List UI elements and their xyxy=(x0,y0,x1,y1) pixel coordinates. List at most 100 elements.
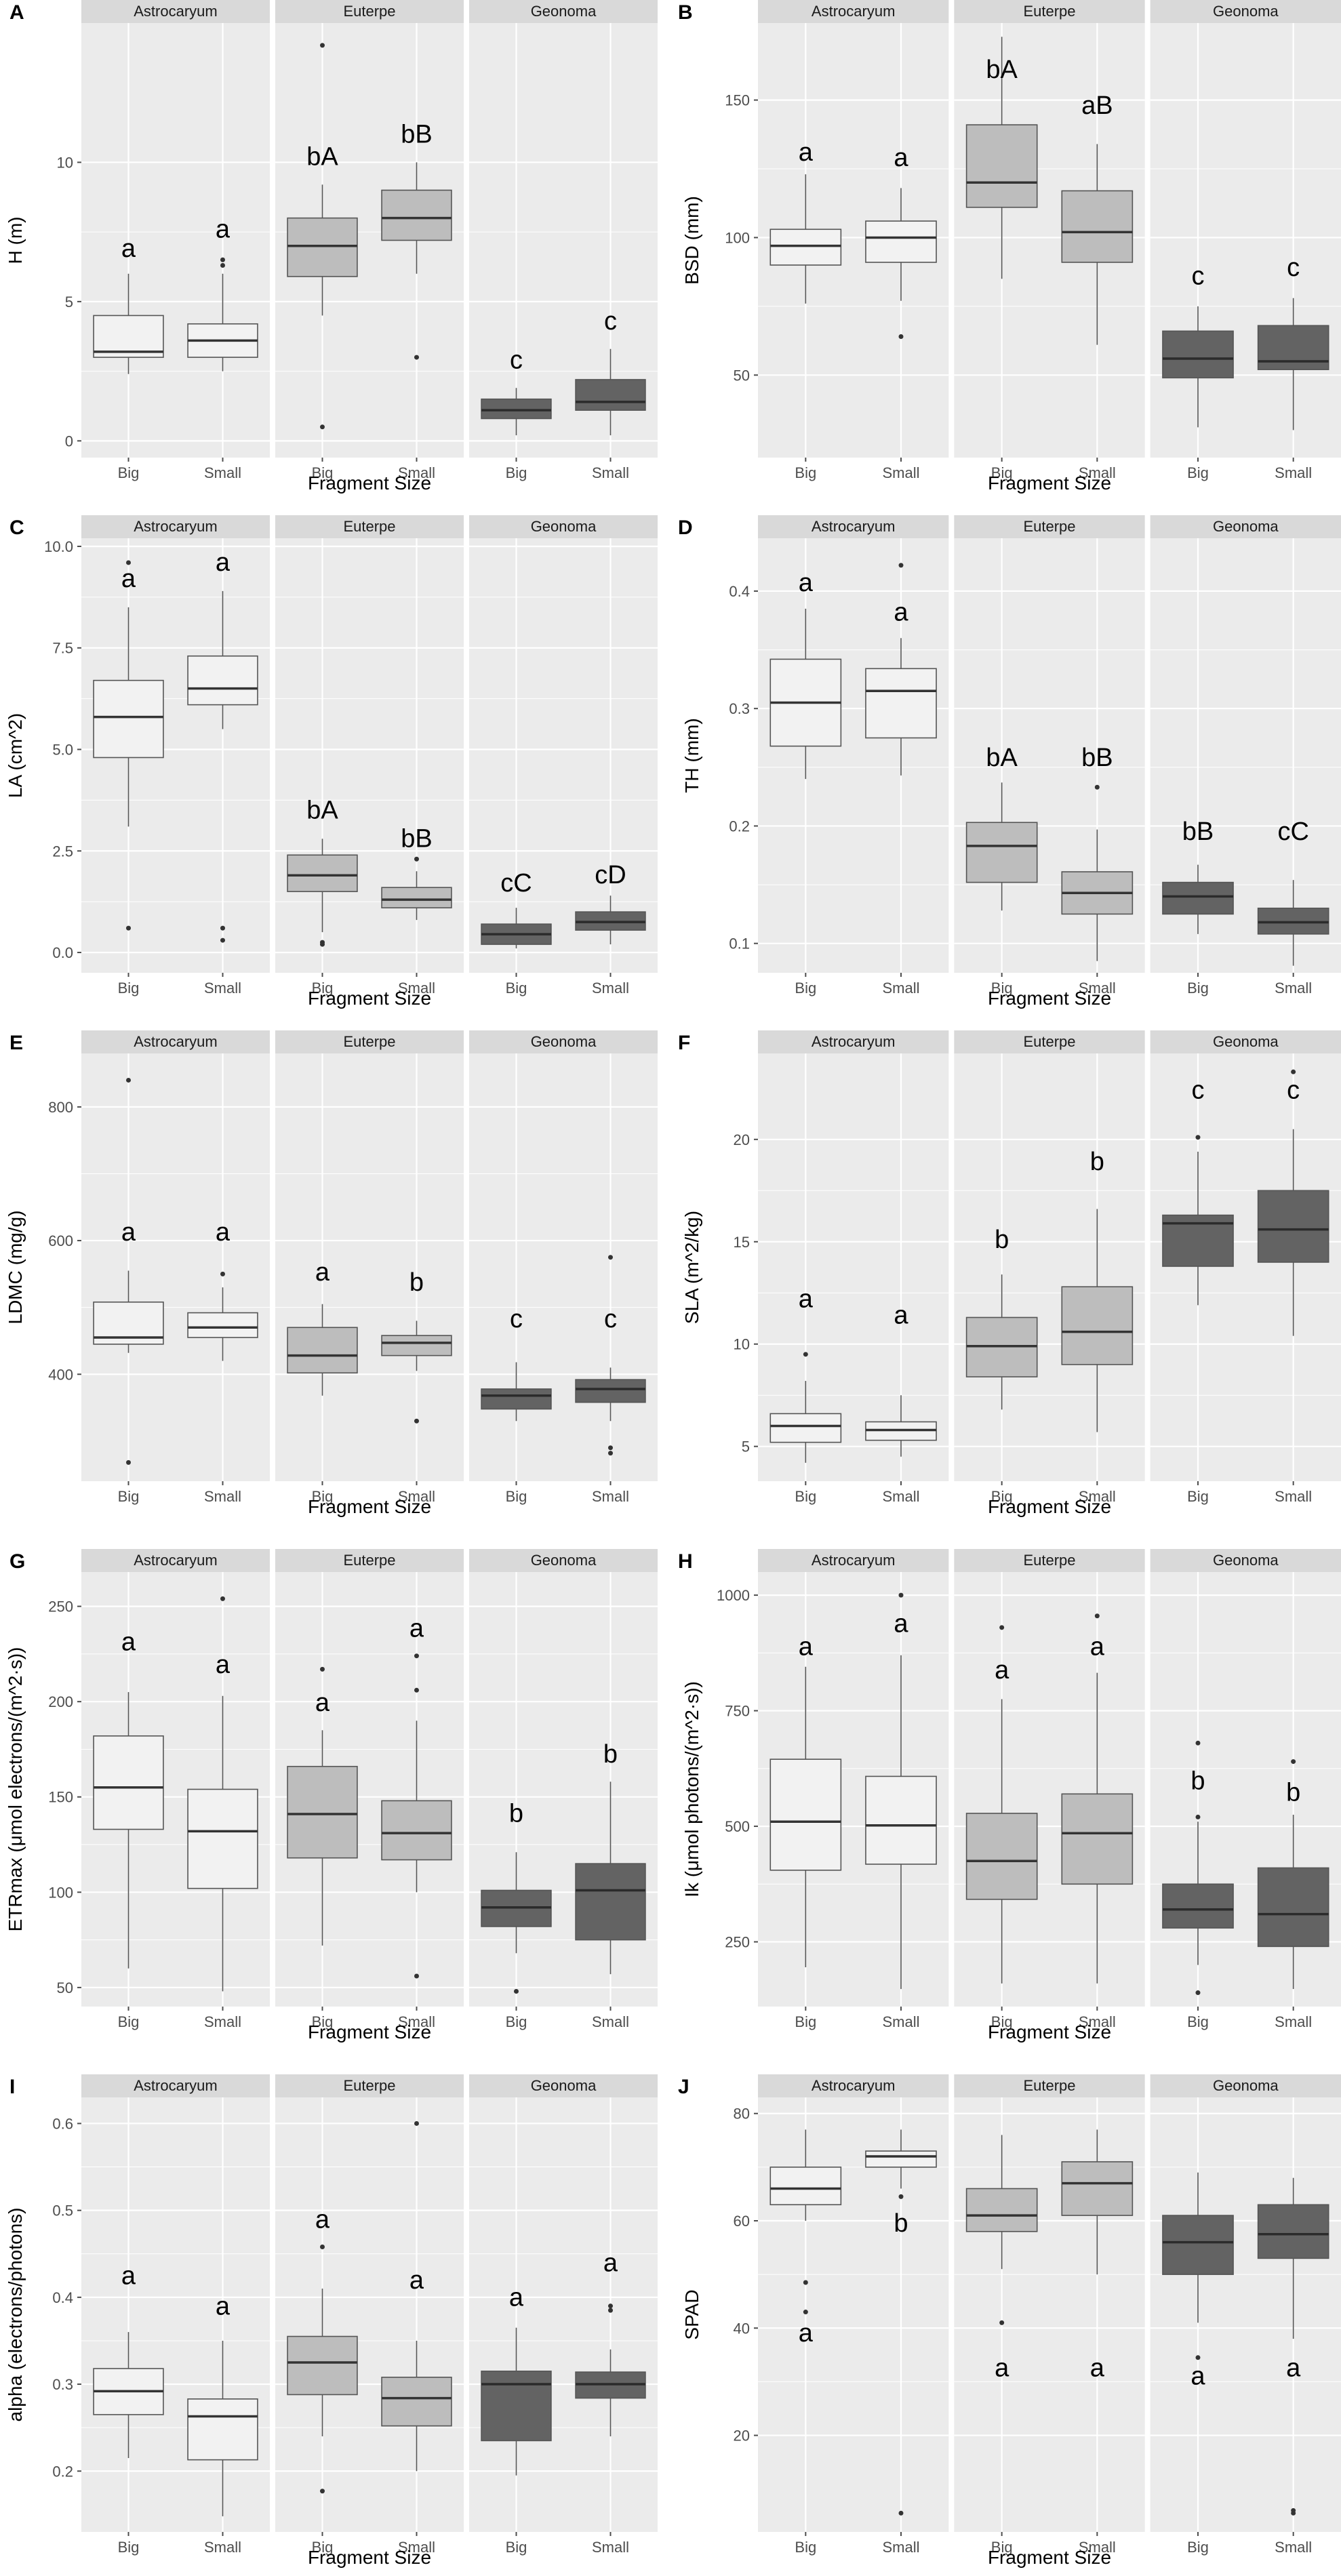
significance-label: b xyxy=(409,1268,424,1297)
facet-panel-bg xyxy=(81,2097,270,2532)
x-axis-label: Fragment Size xyxy=(988,2547,1111,2568)
y-tick-label: 1000 xyxy=(717,1587,750,1604)
box-outlier-point xyxy=(898,1592,904,1598)
chart-panel-a: A H (m) 0 5 10 Astrocaryum a Big a Small Euterpe bA… xyxy=(5,0,658,494)
box-outlier-point xyxy=(1094,784,1100,790)
significance-label: a xyxy=(409,2266,424,2295)
y-tick-label: 7.5 xyxy=(52,640,73,657)
box-outlier-point xyxy=(1094,1613,1100,1619)
significance-label: cC xyxy=(500,869,532,898)
facet-strip xyxy=(81,0,270,23)
significance-label: b xyxy=(1190,1767,1205,1796)
box-outlier-point xyxy=(320,940,325,945)
box-iqr xyxy=(865,220,937,263)
facet-strip xyxy=(954,0,1145,23)
x-tick-label: Big xyxy=(118,1488,140,1505)
y-tick-label: 750 xyxy=(725,1703,750,1720)
x-tick-label: Big xyxy=(506,1488,527,1505)
x-tick-label: Small xyxy=(398,2013,435,2030)
box-outlier-point xyxy=(898,334,904,339)
box-outlier-point xyxy=(898,563,904,568)
significance-label: bA xyxy=(306,796,338,824)
chart-panel-c: C LA (cm^2) 0.0 2.5 5.0 7.5 10.0 Astrocaryum a Bi… xyxy=(5,515,658,1009)
significance-label: a xyxy=(1090,1633,1105,1662)
chart-panel-d: D TH (mm) 0.1 0.2 0.3 0.4 Astrocaryum a Big a Smal… xyxy=(678,515,1341,1009)
facet-strip xyxy=(275,1549,464,1572)
y-tick-label: 0 xyxy=(65,432,73,449)
y-tick-label: 150 xyxy=(48,1789,73,1806)
x-tick-label: Small xyxy=(592,464,629,481)
y-tick-label: 0.2 xyxy=(729,818,750,834)
y-tick-label: 50 xyxy=(57,1979,73,1996)
significance-label: a xyxy=(216,215,231,243)
facet-panel-bg xyxy=(1150,1053,1341,1481)
x-tick-label: Small xyxy=(882,1488,919,1505)
box-outlier-point xyxy=(414,1653,419,1659)
significance-label: c xyxy=(1192,262,1205,290)
chart-panel-e: E LDMC (mg/g) 400 600 800 Astrocaryum a Big a Sma… xyxy=(5,1030,658,1517)
box-outlier-point xyxy=(1195,2355,1201,2360)
facet-strip-label: Geonoma xyxy=(531,1552,597,1569)
y-tick-label: 0.6 xyxy=(52,2115,73,2132)
x-tick-label: Big xyxy=(118,464,140,481)
panel-letter: F xyxy=(678,1032,690,1054)
y-axis-label: TH (mm) xyxy=(681,718,702,792)
x-tick-label: Big xyxy=(991,2539,1013,2556)
x-axis-label: Fragment Size xyxy=(308,2547,431,2568)
y-tick-label: 800 xyxy=(48,1099,73,1116)
y-tick-label: 10.0 xyxy=(44,538,73,555)
facet-panel-bg xyxy=(469,1053,658,1481)
box-outlier-point xyxy=(126,1077,131,1083)
x-tick-label: Big xyxy=(1187,1488,1209,1505)
x-tick-label: Big xyxy=(1187,2013,1209,2030)
box-iqr xyxy=(769,228,842,266)
panel-letter: C xyxy=(9,517,24,539)
facet-strip xyxy=(1150,515,1341,538)
facet-strip xyxy=(758,1549,949,1572)
significance-label: a xyxy=(216,1218,231,1247)
x-tick-label: Big xyxy=(1187,980,1209,997)
significance-label: a xyxy=(315,1689,330,1717)
facet-strip-label: Geonoma xyxy=(1213,2077,1279,2094)
box-outlier-point xyxy=(220,262,225,268)
box-iqr xyxy=(965,124,1038,208)
box-outlier-point xyxy=(414,2120,419,2126)
y-tick-label: 5 xyxy=(65,294,73,310)
panel-letter: E xyxy=(9,1032,23,1054)
box-outlier-point xyxy=(320,2245,325,2250)
x-tick-label: Big xyxy=(312,2013,334,2030)
significance-label: b xyxy=(1090,1148,1104,1176)
significance-label: cD xyxy=(595,861,626,889)
x-tick-label: Small xyxy=(1079,980,1116,997)
facet-strip xyxy=(469,2074,658,2097)
box-outlier-point xyxy=(414,1418,419,1424)
facet-strip xyxy=(275,515,464,538)
chart-panel-b: B BSD (mm) 50 100 150 Astrocaryum a Big a Small Eu… xyxy=(678,0,1341,494)
significance-label: bB xyxy=(1081,744,1113,772)
y-tick-label: 0.5 xyxy=(52,2202,73,2219)
box-iqr xyxy=(93,315,164,358)
significance-label: a xyxy=(1190,2362,1205,2390)
significance-label: bB xyxy=(401,824,432,853)
facet-panel-bg xyxy=(469,2097,658,2532)
x-tick-label: Big xyxy=(991,2013,1013,2030)
significance-label: a xyxy=(315,2205,330,2234)
facet-panel-bg xyxy=(758,1053,949,1481)
box-outlier-point xyxy=(898,2510,904,2516)
facet-strip xyxy=(275,2074,464,2097)
box-iqr xyxy=(1061,190,1134,263)
x-tick-label: Small xyxy=(1079,2539,1116,2556)
significance-label: c xyxy=(1287,254,1300,282)
x-tick-label: Small xyxy=(882,2013,919,2030)
facet-strip xyxy=(469,515,658,538)
box-outlier-point xyxy=(1291,2510,1296,2516)
chart-panel-h: H Ik (μmol photons/(m^2·s)) 250 500 750 1000 A… xyxy=(678,1549,1341,2042)
box-outlier-point xyxy=(514,1989,519,1994)
significance-label: a xyxy=(1090,2354,1105,2383)
box-iqr xyxy=(287,1765,358,1859)
y-axis-label: BSD (mm) xyxy=(681,196,702,285)
x-axis-label: Fragment Size xyxy=(308,472,431,494)
box-iqr xyxy=(965,822,1038,883)
facet-strip-label: Geonoma xyxy=(1213,518,1279,535)
y-axis-label: H (m) xyxy=(5,217,26,264)
